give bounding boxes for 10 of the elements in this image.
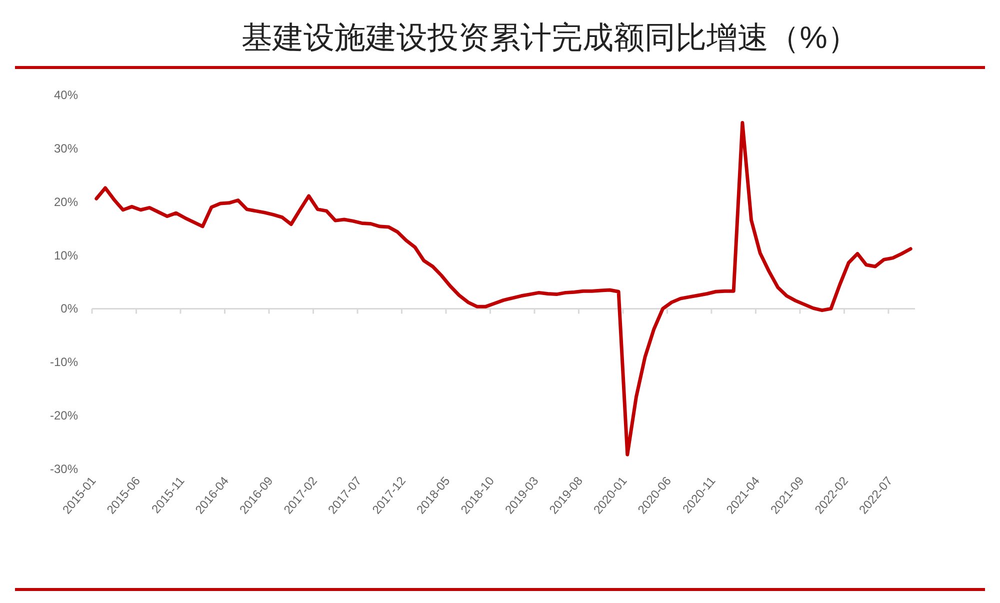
y-tick-label: 10% xyxy=(54,248,78,262)
y-tick-label: 40% xyxy=(54,88,78,102)
y-tick-label: 30% xyxy=(54,141,78,156)
y-tick-label: 0% xyxy=(60,302,78,316)
chart-title: 基建设施建设投资累计完成额同比增速（%） xyxy=(242,20,858,55)
y-tick-label: 20% xyxy=(54,194,78,209)
y-tick-label: -30% xyxy=(50,462,78,476)
y-tick-label: -10% xyxy=(50,355,78,370)
y-tick-label: -20% xyxy=(50,408,78,423)
line-series xyxy=(94,121,912,456)
